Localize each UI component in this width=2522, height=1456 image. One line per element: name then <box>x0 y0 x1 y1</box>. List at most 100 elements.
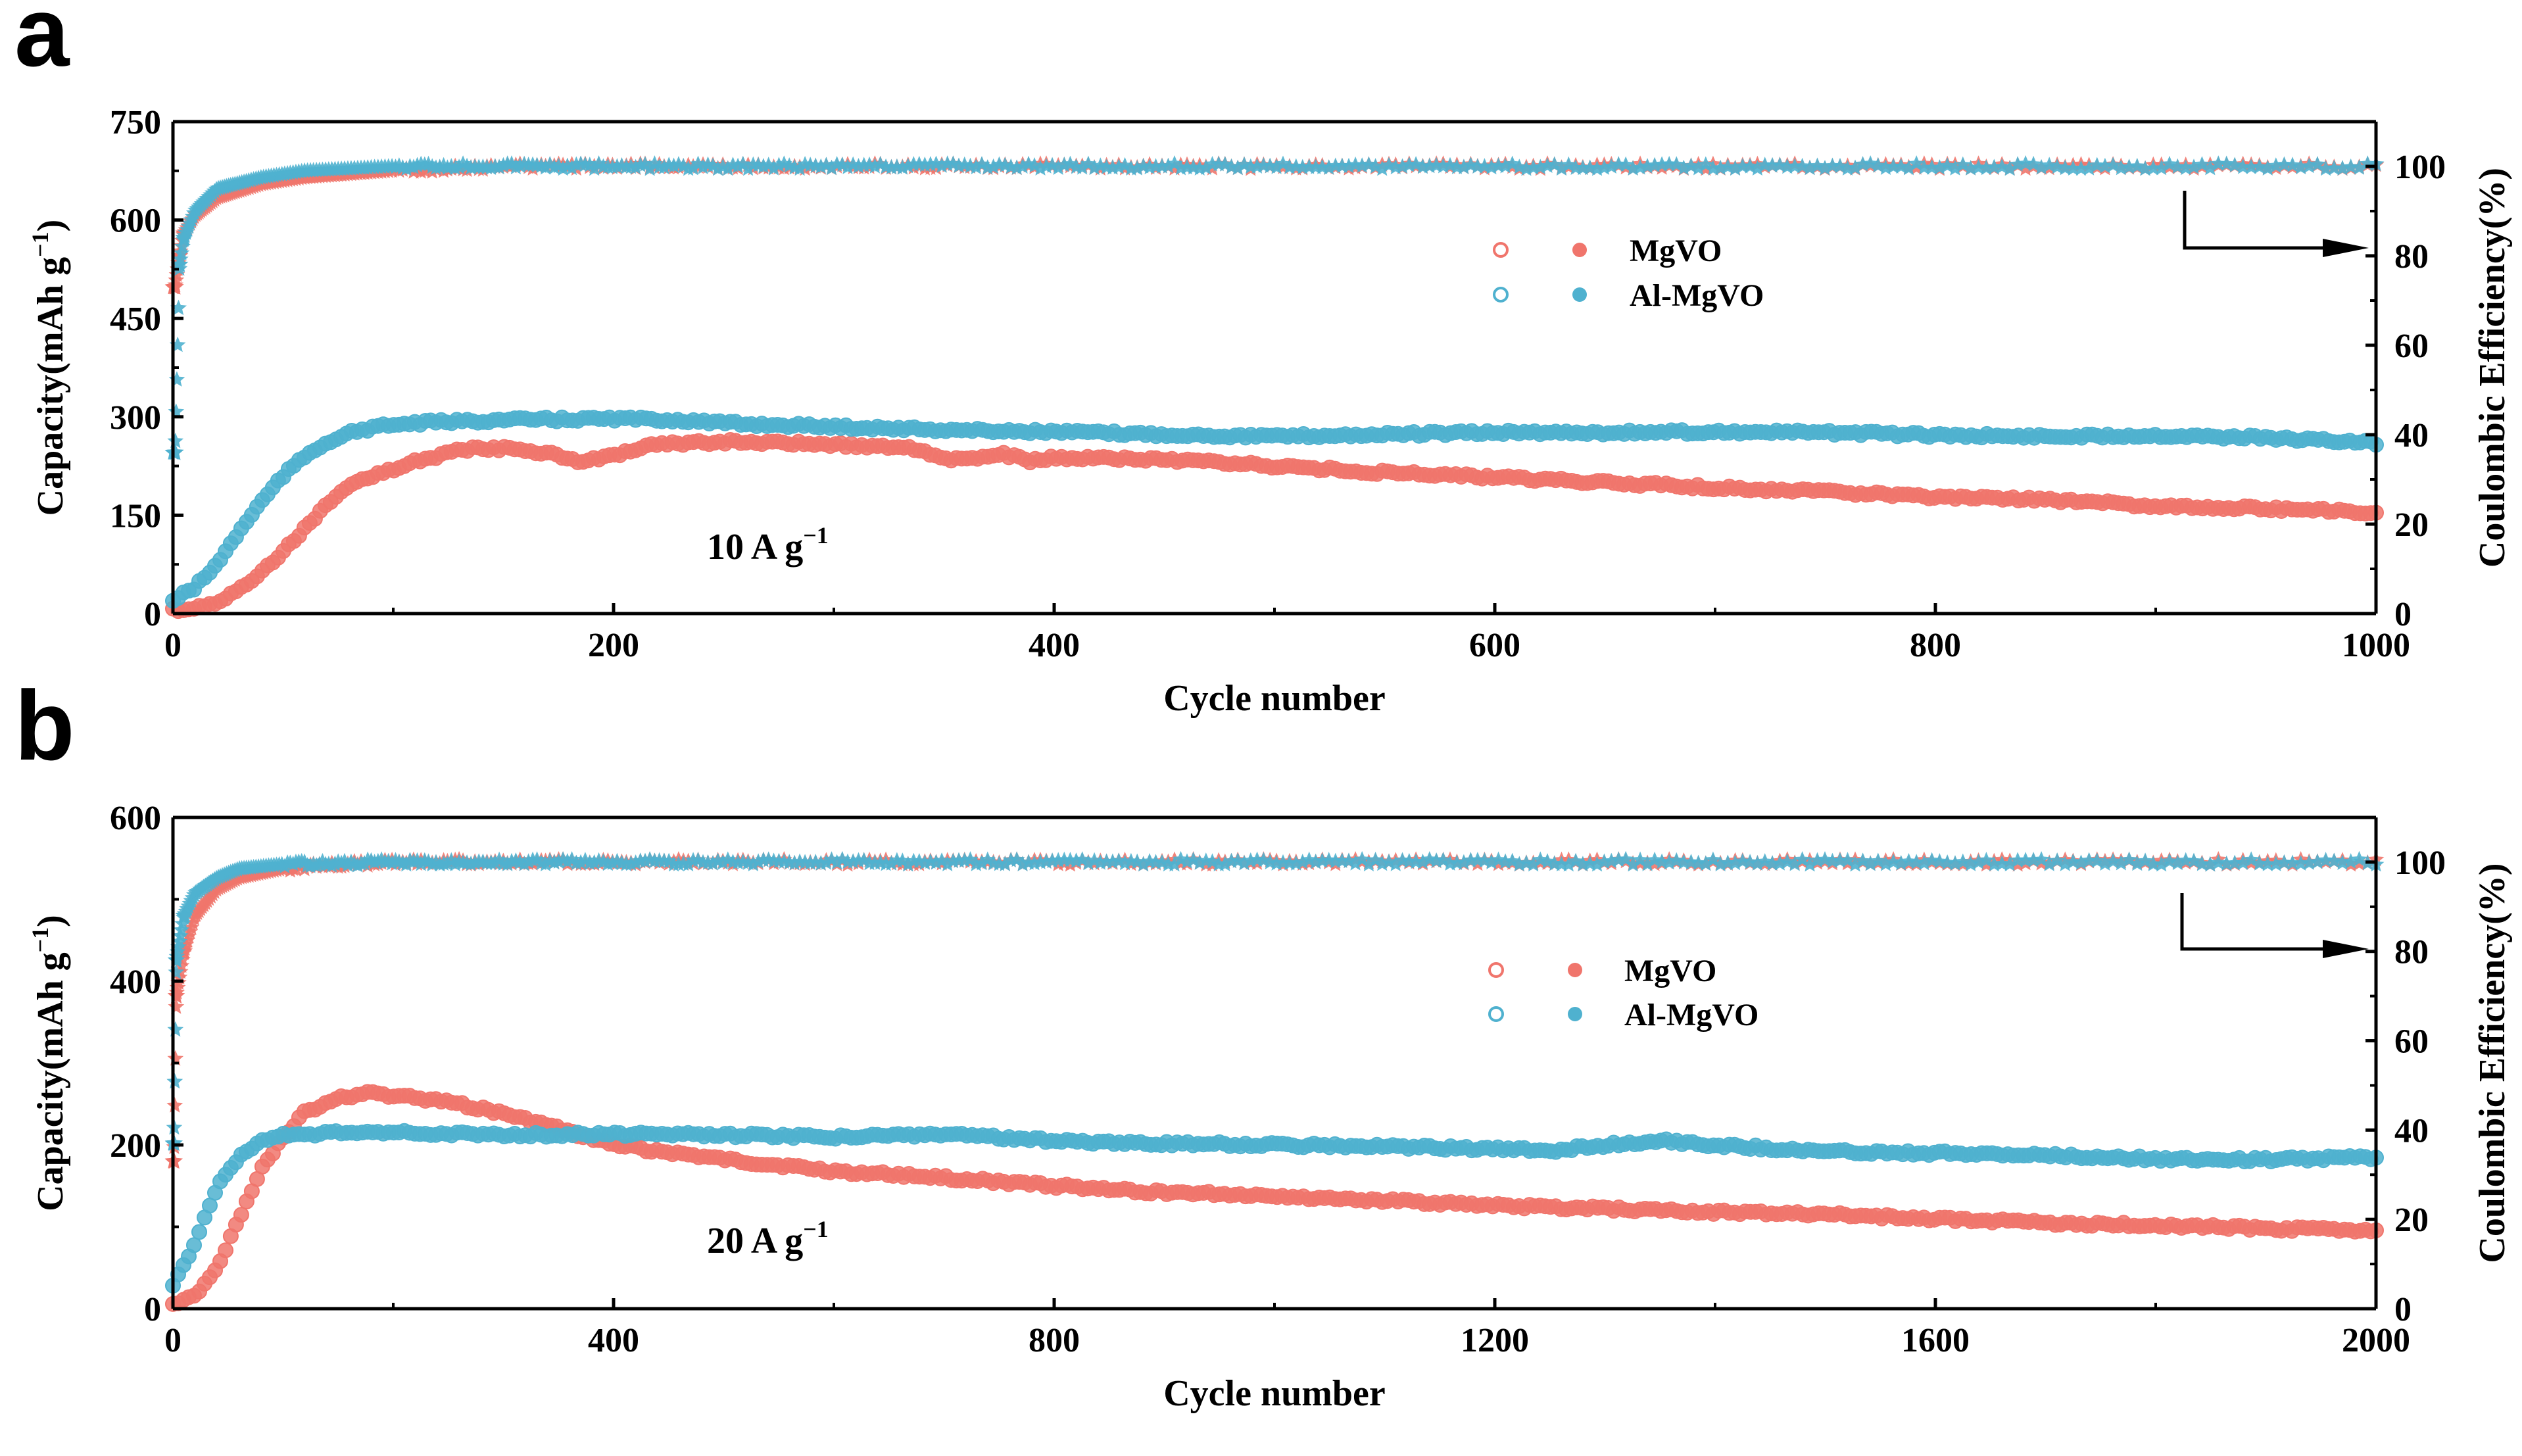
legend-marker-filled <box>1568 1007 1582 1021</box>
y2-tick-label: 20 <box>2394 1201 2429 1239</box>
data-point <box>996 856 1013 871</box>
series-al-mgvo-capacity <box>165 409 2384 609</box>
data-point <box>186 1237 202 1253</box>
data-point <box>586 160 602 176</box>
data-point <box>2153 159 2170 176</box>
y-axis-title-suffix: ) <box>30 220 71 232</box>
x-axis-title: Cycle number <box>1163 678 1386 719</box>
legend-marker-filled <box>1568 963 1582 977</box>
data-point <box>564 159 580 176</box>
data-point <box>499 856 516 871</box>
data-point <box>166 443 184 460</box>
data-point <box>719 160 737 176</box>
legend-marker-open <box>1488 1006 1504 1022</box>
data-point <box>714 854 731 870</box>
data-point <box>2089 157 2106 173</box>
x-tick-label: 800 <box>1910 627 1961 664</box>
rate-annotation-text: 20 A g <box>707 1221 803 1261</box>
legend-label: MgVO <box>1624 954 1716 988</box>
data-point <box>2276 156 2292 172</box>
data-point <box>1624 856 1641 872</box>
data-point <box>1690 160 1707 176</box>
data-point <box>173 921 190 937</box>
data-point <box>1560 856 1577 872</box>
legend-label: Al-MgVO <box>1630 278 1764 313</box>
data-point <box>1135 856 1152 872</box>
data-point <box>704 855 721 871</box>
y2-tick-label: 60 <box>2394 328 2429 365</box>
data-point <box>1080 854 1097 871</box>
rate-annotation-text: 10 A g <box>707 527 803 568</box>
legend: MgVO Al-MgVO <box>1488 954 1758 1032</box>
data-point <box>168 371 185 387</box>
y-axis-title-text: Capacity(mAh g <box>30 257 71 516</box>
y-axis-title-sup: −1 <box>27 927 53 953</box>
data-point <box>2161 852 2178 869</box>
data-point <box>900 157 917 174</box>
data-point <box>171 933 188 949</box>
data-point <box>559 853 576 869</box>
data-point <box>2113 855 2129 871</box>
data-point <box>1198 159 1215 175</box>
data-point <box>604 854 621 870</box>
data-point <box>2284 157 2301 172</box>
data-point <box>1697 855 1714 871</box>
x-tick-label: 0 <box>164 627 182 664</box>
x-tick-label: 600 <box>1469 627 1520 664</box>
data-point <box>2317 160 2334 176</box>
data-point <box>2317 852 2334 867</box>
data-point <box>1847 159 1864 175</box>
legend-label: MgVO <box>1630 233 1722 268</box>
data-point <box>1236 854 1253 871</box>
data-point <box>2251 158 2268 174</box>
data-point <box>1387 856 1404 871</box>
y-axis-title-sup: −1 <box>27 231 53 257</box>
data-point <box>694 158 712 174</box>
data-point <box>174 915 191 931</box>
y-axis-title: Capacity(mAh g−1) <box>27 915 71 1211</box>
data-point <box>729 157 746 174</box>
y2-tick-label: 60 <box>2394 1023 2429 1061</box>
y-tick-label: 750 <box>110 104 161 141</box>
legend: MgVO Al-MgVO <box>1493 233 1764 313</box>
x-axis-title: Cycle number <box>1163 1373 1386 1414</box>
data-point <box>218 1242 233 1259</box>
data-point <box>2177 852 2194 868</box>
data-point <box>233 1207 249 1223</box>
data-point <box>487 854 504 870</box>
data-point <box>1160 157 1176 174</box>
data-point <box>1268 158 1285 174</box>
data-point <box>2065 853 2081 869</box>
data-point <box>933 157 950 173</box>
right-axis-arrow <box>2180 893 2329 951</box>
data-point <box>572 854 589 870</box>
data-point <box>1086 159 1103 176</box>
data-point <box>537 856 554 871</box>
data-point <box>167 1021 184 1037</box>
y2-axis-title: Coulombic Efficiency(%) <box>2472 168 2513 568</box>
data-point <box>985 158 1002 174</box>
data-point <box>174 238 191 254</box>
data-point <box>1374 160 1391 176</box>
data-point <box>175 906 193 923</box>
y2-tick-label: 80 <box>2394 238 2429 276</box>
data-point <box>2284 854 2301 870</box>
x-tick-label: 400 <box>588 1322 639 1359</box>
data-point <box>1786 856 1803 871</box>
data-point <box>191 1224 207 1240</box>
y2-tick-label: 100 <box>2394 844 2446 882</box>
data-point <box>839 158 856 174</box>
data-point <box>1639 856 1656 871</box>
data-point <box>867 158 883 174</box>
data-point <box>2259 856 2276 871</box>
data-point <box>554 160 571 176</box>
data-point <box>2226 157 2243 172</box>
legend-marker-open <box>1493 242 1509 258</box>
y2-tick-label: 100 <box>2394 149 2446 186</box>
data-point <box>1415 854 1431 869</box>
data-point <box>166 1073 183 1089</box>
data-point <box>627 158 644 175</box>
data-point <box>1749 160 1766 176</box>
rate-annotation-sup: −1 <box>803 522 829 548</box>
